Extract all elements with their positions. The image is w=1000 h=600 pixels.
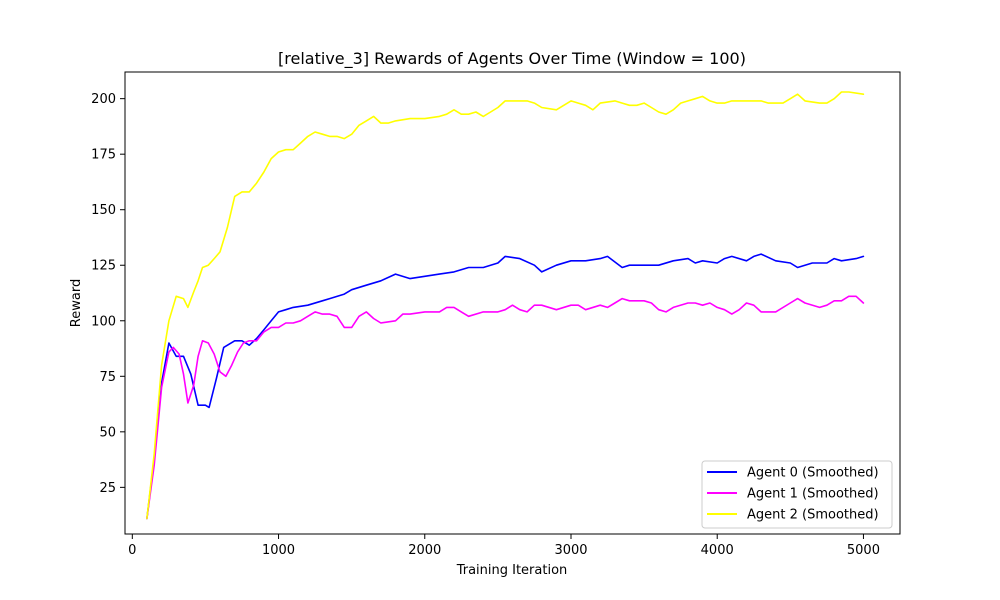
series-line-agent-0 [146, 253, 865, 520]
y-axis-ticks: 25 50 75 100 125 150 175 200 [91, 92, 125, 496]
x-axis-ticks: 0 1000 2000 3000 4000 5000 [128, 534, 880, 558]
y-tick-label: 50 [99, 425, 116, 440]
chart-title: [relative_3] Rewards of Agents Over Time… [278, 49, 746, 69]
y-tick-label: 75 [99, 370, 116, 385]
legend-label-agent-2: Agent 2 (Smoothed) [747, 508, 879, 523]
series-lines [146, 91, 865, 520]
y-tick-label: 125 [91, 259, 116, 274]
x-tick-label: 3000 [554, 543, 587, 558]
x-tick-label: 5000 [847, 543, 880, 558]
y-tick-label: 150 [91, 203, 116, 218]
legend-label-agent-0: Agent 0 (Smoothed) [747, 466, 879, 481]
x-tick-label: 1000 [262, 543, 295, 558]
x-tick-label: 4000 [701, 543, 734, 558]
series-line-agent-1 [146, 295, 865, 520]
legend-box [701, 460, 893, 529]
y-tick-label: 100 [91, 314, 116, 329]
x-tick-label: 2000 [408, 543, 441, 558]
y-axis-label: Reward [69, 279, 84, 327]
plot-frame [124, 71, 901, 535]
series-line-agent-2 [146, 91, 865, 520]
y-tick-label: 175 [91, 148, 116, 163]
legend-label-agent-1: Agent 1 (Smoothed) [747, 487, 879, 502]
legend: Agent 0 (Smoothed) Agent 1 (Smoothed) Agen… [701, 460, 893, 529]
x-axis-label: Training Iteration [456, 563, 568, 578]
y-tick-label: 200 [91, 92, 116, 107]
legend-items: Agent 0 (Smoothed) Agent 1 (Smoothed) Agen… [707, 466, 879, 523]
y-tick-label: 25 [99, 481, 116, 496]
x-tick-label: 0 [128, 543, 136, 558]
